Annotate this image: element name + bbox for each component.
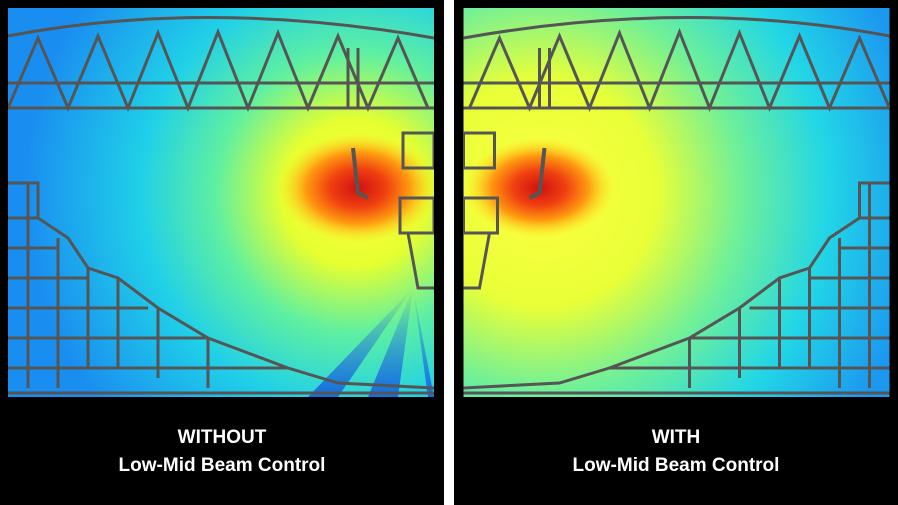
heatmap-with (463, 8, 890, 397)
heatmap-without (8, 8, 434, 397)
lobe-spikes (308, 288, 434, 397)
caption-right: WITH Low-Mid Beam Control (456, 424, 896, 480)
caption-subtitle: Low-Mid Beam Control (118, 455, 326, 476)
caption-left: WITHOUT Low-Mid Beam Control (2, 424, 442, 480)
caption-title: WITHOUT (177, 427, 267, 448)
mirrored-scene (463, 8, 890, 397)
caption-subtitle: Low-Mid Beam Control (572, 455, 780, 476)
caption-title: WITH (651, 427, 701, 448)
divider (444, 0, 454, 505)
